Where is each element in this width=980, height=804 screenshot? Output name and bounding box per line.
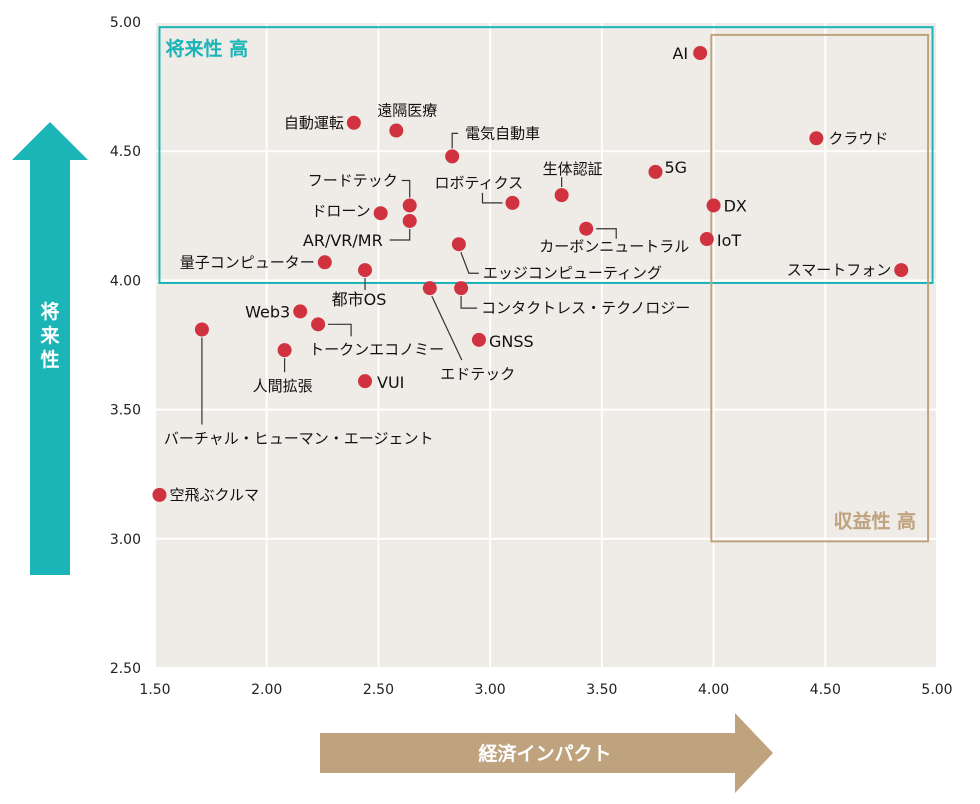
y-axis-label: 将来性 — [40, 300, 59, 371]
region-label: 収益性 高 — [833, 509, 916, 532]
point-label: DX — [724, 196, 747, 215]
leader-line — [596, 228, 617, 239]
x-tick-label: 5.00 — [921, 682, 952, 698]
plot-area — [155, 22, 937, 668]
point-label: IoT — [717, 231, 742, 250]
leader-line — [481, 192, 503, 204]
point-label: 5G — [664, 158, 687, 177]
data-point — [554, 188, 569, 203]
leader-line — [389, 228, 411, 241]
data-point — [293, 304, 308, 319]
region-box — [158, 26, 934, 284]
data-point — [402, 198, 417, 213]
data-point — [389, 123, 404, 138]
point-label: 都市OS — [332, 290, 387, 309]
point-label: Web3 — [245, 302, 290, 321]
y-axis-label-char: 来 — [40, 325, 59, 347]
data-point — [194, 322, 209, 337]
data-point — [277, 343, 292, 358]
point-label: バーチャル・ヒューマン・エージェント — [164, 429, 434, 447]
x-tick-label: 1.50 — [139, 682, 170, 698]
point-label: エドテック — [440, 365, 515, 383]
point-label: AR/VR/MR — [303, 231, 383, 250]
point-label: カーボンニュートラル — [539, 238, 689, 256]
data-point — [317, 255, 332, 270]
data-point — [373, 206, 388, 221]
x-tick-label: 3.50 — [586, 682, 617, 698]
data-point — [346, 115, 361, 130]
data-point — [451, 237, 466, 252]
point-label: 遠隔医療 — [377, 102, 437, 120]
data-point — [809, 131, 824, 146]
data-point — [579, 221, 594, 236]
y-tick-label: 2.50 — [110, 661, 141, 677]
x-tick-label: 2.00 — [251, 682, 282, 698]
point-label: 電気自動車 — [465, 124, 540, 142]
y-axis-arrow: 将来性 — [12, 122, 88, 575]
data-point — [894, 263, 909, 278]
data-point — [311, 317, 326, 332]
data-point — [699, 232, 714, 247]
y-tick-label: 4.50 — [110, 144, 141, 160]
y-axis-label-char: 性 — [40, 348, 59, 371]
data-point — [648, 164, 663, 179]
data-point — [471, 332, 486, 347]
leader-line — [328, 323, 352, 337]
point-label: 人間拡張 — [253, 377, 313, 395]
leader-line — [451, 132, 459, 149]
point-label: コンタクトレス・テクノロジー — [481, 299, 690, 317]
point-label: 空飛ぶクルマ — [169, 486, 259, 504]
y-tick-label: 3.00 — [110, 532, 141, 548]
point-label: スマートフォン — [787, 261, 892, 279]
point-label: GNSS — [489, 332, 534, 351]
tick-labels: 1.50 2.00 2.50 3.00 3.50 4.00 4.50 5.00 2.50 3.00… — [110, 15, 953, 698]
leader-line — [460, 296, 478, 309]
points — [152, 46, 909, 502]
point-label: フードテック — [308, 171, 398, 189]
point-label: トークンエコノミー — [309, 340, 444, 358]
point-label: ドローン — [311, 202, 370, 220]
data-point — [422, 281, 437, 296]
data-point — [505, 195, 520, 210]
x-arrow-shape — [320, 713, 773, 793]
data-point — [358, 374, 373, 389]
leader-line — [431, 295, 463, 361]
point-label: ロボティクス — [434, 174, 523, 192]
data-point — [445, 149, 460, 164]
data-point — [693, 46, 708, 61]
x-axis-arrow: 経済インパクト — [320, 713, 773, 793]
point-label: 量子コンピューター — [180, 253, 315, 271]
y-axis-label-char: 将 — [40, 300, 59, 323]
y-tick-label: 4.00 — [110, 273, 141, 289]
point-label: エッジコンピューティング — [483, 264, 662, 282]
x-tick-label: 4.00 — [698, 682, 729, 698]
leader-lines — [201, 132, 617, 425]
point-label: クラウド — [828, 129, 888, 147]
x-tick-label: 4.50 — [810, 682, 841, 698]
leader-line — [401, 179, 411, 198]
data-point — [402, 213, 417, 228]
grid — [154, 21, 938, 669]
data-point — [454, 281, 469, 296]
x-tick-label: 2.50 — [363, 682, 394, 698]
point-label: VUI — [377, 373, 404, 392]
point-label: AI — [672, 44, 688, 63]
region-label: 将来性 高 — [165, 37, 248, 60]
point-labels: AI クラウド 5G DX IoT スマートフォン 自動運転 遠隔医療電気自動車生体認証ロボテ… — [164, 44, 891, 504]
region-box — [710, 33, 930, 543]
data-point — [358, 263, 373, 278]
data-point — [706, 198, 721, 213]
data-point — [152, 487, 167, 502]
leader-line — [460, 252, 479, 274]
y-tick-label: 3.50 — [110, 403, 141, 419]
y-arrow-shape — [12, 122, 88, 575]
y-tick-label: 5.00 — [110, 15, 141, 31]
point-label: 自動運転 — [284, 114, 344, 132]
x-axis-label: 経済インパクト — [478, 742, 611, 765]
point-label: 生体認証 — [543, 160, 603, 178]
x-tick-label: 3.00 — [475, 682, 506, 698]
